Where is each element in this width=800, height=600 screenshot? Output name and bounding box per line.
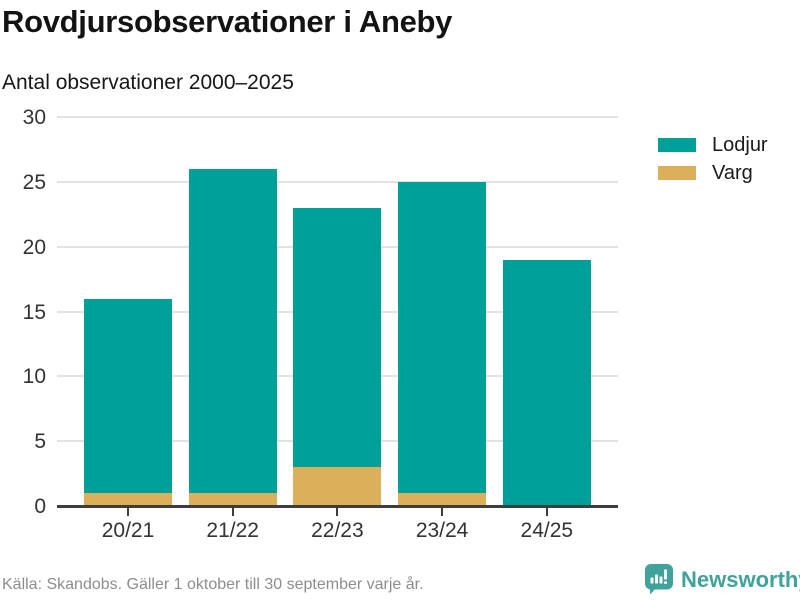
bar-varg-21-22 — [188, 493, 277, 506]
bar-lodjur-24-25 — [502, 259, 591, 506]
bar-varg-22-23 — [293, 467, 382, 506]
y-tick-label: 25 — [22, 170, 46, 194]
x-tick-mark — [231, 508, 234, 516]
bar-lodjur-22-23 — [293, 207, 382, 468]
y-tick-label: 10 — [22, 365, 46, 389]
legend-label-varg: Varg — [712, 162, 753, 184]
bar-lodjur-23-24 — [398, 181, 487, 494]
chart-title: Rovdjursobservationer i Aneby — [2, 4, 453, 39]
x-tick-label: 22/23 — [311, 519, 364, 542]
source-note: Källa: Skandobs. Gäller 1 oktober till 3… — [2, 576, 424, 593]
y-tick-label: 15 — [22, 300, 46, 324]
bar-lodjur-20-21 — [84, 298, 172, 494]
newsworthy-logo: Newsworthy — [645, 564, 800, 595]
x-tick-mark — [441, 508, 444, 516]
bar-varg-20-21 — [84, 493, 172, 506]
x-tick-mark — [127, 508, 129, 516]
y-tick-label: 20 — [22, 235, 46, 259]
gridline — [57, 116, 618, 118]
y-tick-label: 0 — [34, 495, 46, 518]
x-tick-mark — [336, 508, 339, 516]
bar-varg-23-24 — [398, 493, 487, 506]
x-tick-label: 20/21 — [101, 519, 155, 542]
x-tick-label: 24/25 — [520, 519, 574, 542]
newsworthy-logo-text: Newsworthy — [681, 567, 800, 592]
y-tick-label: 30 — [22, 106, 46, 129]
chart-subtitle: Antal observationer 2000–2025 — [2, 71, 294, 94]
legend-swatch-lodjur — [658, 138, 696, 152]
bar-lodjur-21-22 — [188, 168, 277, 494]
y-tick-label: 5 — [34, 430, 46, 454]
newsworthy-logo-icon — [645, 564, 673, 595]
legend-item-varg: Varg — [658, 159, 768, 187]
legend-label-lodjur: Lodjur — [712, 134, 768, 156]
legend: Lodjur Varg — [658, 131, 768, 187]
legend-swatch-varg — [658, 166, 696, 180]
x-axis-line — [57, 505, 618, 508]
x-tick-mark — [545, 508, 548, 516]
gridline — [57, 180, 618, 183]
x-tick-label: 23/24 — [415, 519, 469, 542]
legend-item-lodjur: Lodjur — [658, 131, 768, 159]
x-tick-label: 21/22 — [206, 519, 259, 542]
